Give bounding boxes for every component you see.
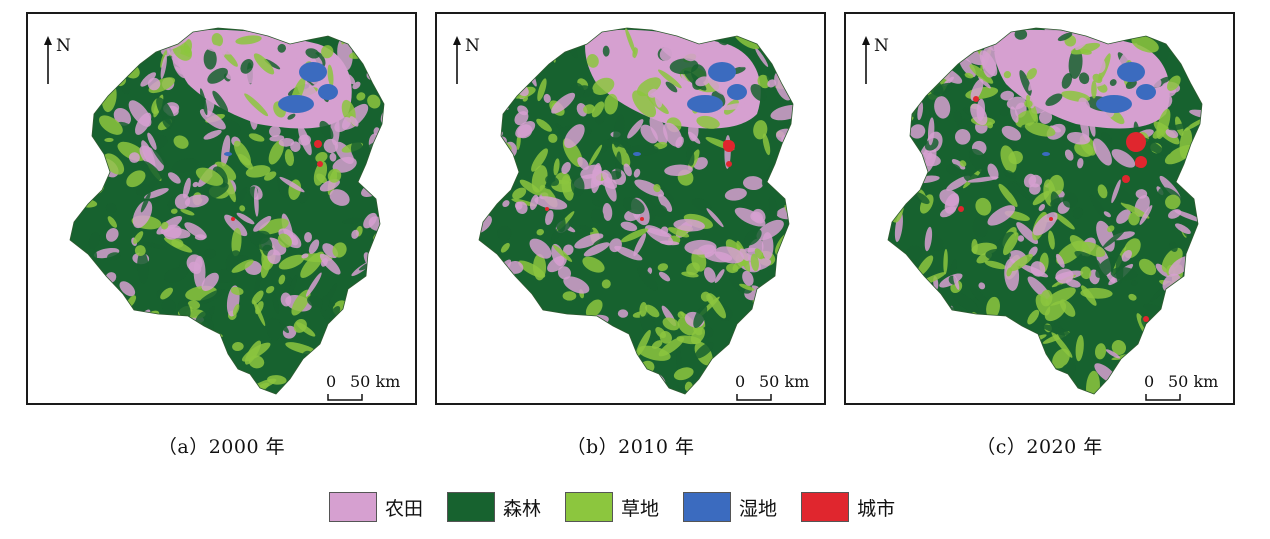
scale-zero: 0: [326, 372, 337, 391]
caption-2000: （a）2000 年: [157, 436, 286, 458]
legend-item-cropland: 农田: [329, 492, 423, 522]
legend-swatch: [801, 492, 850, 522]
map-panel-2020: N 0 50 km: [844, 12, 1235, 405]
land-use-map: [69, 27, 385, 395]
scale-distance: 50 km: [1168, 372, 1219, 391]
scale-distance: 50 km: [759, 372, 810, 391]
legend-label: 农田: [385, 497, 424, 520]
north-arrow: N: [42, 36, 72, 86]
north-label: N: [874, 36, 889, 56]
land-use-map: [887, 27, 1203, 395]
land-use-map: [478, 27, 794, 395]
caption-2010: （b）2010 年: [566, 436, 695, 458]
map-panel-2000: N 0 50 km: [26, 12, 417, 405]
legend-swatch: [683, 492, 732, 522]
scale-bar-line: [1145, 394, 1181, 401]
legend-item-grassland: 草地: [565, 492, 659, 522]
legend-swatch: [329, 492, 377, 522]
legend: 农田 森林 草地 湿地 城市: [329, 490, 919, 524]
scale-distance: 50 km: [350, 372, 401, 391]
north-label: N: [56, 36, 71, 56]
north-label: N: [465, 36, 480, 56]
legend-label: 森林: [503, 497, 542, 520]
scale-zero: 0: [735, 372, 746, 391]
north-arrow-icon: [862, 36, 870, 84]
legend-label: 湿地: [739, 497, 778, 520]
scale-bar-line: [327, 394, 363, 401]
legend-item-forest: 森林: [447, 492, 541, 522]
scale-bar: 0 50 km: [735, 372, 815, 402]
legend-item-urban: 城市: [801, 492, 895, 522]
legend-swatch: [565, 492, 614, 522]
scale-bar: 0 50 km: [326, 372, 406, 402]
legend-label: 城市: [857, 497, 896, 520]
legend-label: 草地: [621, 497, 660, 520]
caption-2020: （c）2020 年: [976, 436, 1103, 458]
scale-bar: 0 50 km: [1144, 372, 1224, 402]
north-arrow: N: [860, 36, 890, 86]
north-arrow-icon: [44, 36, 52, 84]
north-arrow-icon: [453, 36, 461, 84]
legend-swatch: [447, 492, 496, 522]
scale-zero: 0: [1144, 372, 1155, 391]
legend-item-wetland: 湿地: [683, 492, 777, 522]
map-panel-2010: N 0 50 km: [435, 12, 826, 405]
north-arrow: N: [451, 36, 481, 86]
scale-bar-line: [736, 394, 772, 401]
